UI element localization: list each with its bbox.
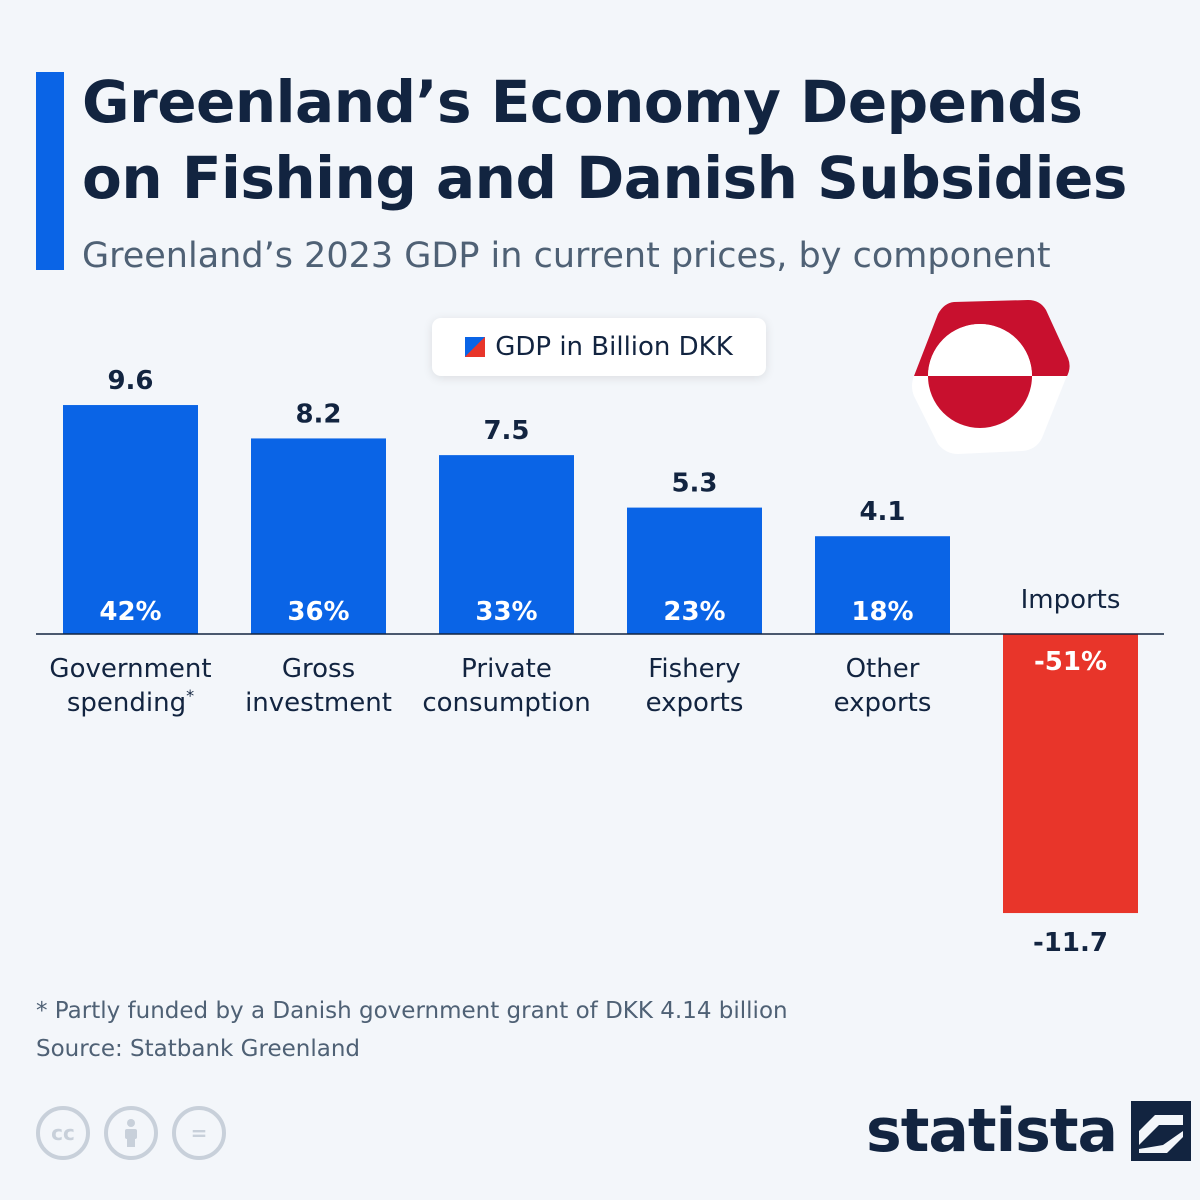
footnote-marker: *: [186, 686, 194, 705]
bar: [1003, 634, 1138, 914]
category-label-line: Other: [846, 654, 920, 684]
value-label: -11.7: [1033, 928, 1108, 958]
bar-chart: 9.6 42% Government spending* 8.2 36% Gross inve…: [36, 366, 1164, 958]
legend: GDP in Billion DKK: [432, 318, 766, 376]
attribution-icon: [104, 1106, 158, 1160]
bar: [251, 438, 386, 634]
legend-swatch: [465, 337, 486, 357]
share-label: 23%: [663, 597, 725, 627]
value-label: 7.5: [483, 416, 529, 446]
value-label: 8.2: [295, 399, 341, 429]
chart-title: Greenland’s Economy Depends on Fishing a…: [82, 68, 1127, 212]
category-label-line: spending: [67, 688, 186, 718]
value-label: 5.3: [671, 469, 717, 499]
brand-name: statista: [866, 1096, 1118, 1166]
category-label-line: consumption: [422, 688, 590, 718]
category-label-line: Fishery: [648, 654, 740, 684]
share-label: 42%: [99, 597, 161, 627]
bar: [627, 507, 762, 634]
category-label-line: exports: [646, 688, 744, 718]
category-label: Gross investment: [245, 654, 392, 718]
category-label: Other exports: [834, 654, 932, 718]
bar: [63, 405, 198, 634]
category-label: Government spending*: [49, 654, 211, 718]
license-icons: cc =: [36, 1106, 226, 1160]
category-label-line: Government: [49, 654, 211, 684]
brand[interactable]: statista: [866, 1096, 1192, 1166]
category-label: Private consumption: [422, 654, 590, 718]
person-icon: [125, 1119, 137, 1147]
legend-label: GDP in Billion DKK: [495, 332, 733, 362]
share-label: 33%: [475, 597, 537, 627]
no-derivatives-icon: =: [172, 1106, 226, 1160]
category-label: Fishery exports: [646, 654, 744, 718]
statista-logo-icon: [1131, 1101, 1192, 1161]
category-label-line: Gross: [282, 654, 355, 684]
category-label: Imports: [1021, 585, 1121, 615]
footnote: * Partly funded by a Danish government g…: [36, 998, 788, 1024]
bar: [815, 536, 950, 634]
category-label-line: exports: [834, 688, 932, 718]
category-label-line: investment: [245, 688, 392, 718]
share-label: 36%: [287, 597, 349, 627]
bar: [439, 455, 574, 634]
title-accent-bar: [36, 72, 64, 270]
chart-subtitle: Greenland’s 2023 GDP in current prices, …: [82, 236, 1051, 276]
category-label-line: Private: [461, 654, 552, 684]
cc-icon: cc: [36, 1106, 90, 1160]
share-label: 18%: [851, 597, 913, 627]
source-note: Source: Statbank Greenland: [36, 1036, 360, 1062]
share-label: -51%: [1034, 647, 1107, 677]
value-label: 4.1: [859, 497, 905, 527]
value-label: 9.6: [107, 366, 153, 396]
greenland-flag-icon: [912, 300, 1070, 454]
